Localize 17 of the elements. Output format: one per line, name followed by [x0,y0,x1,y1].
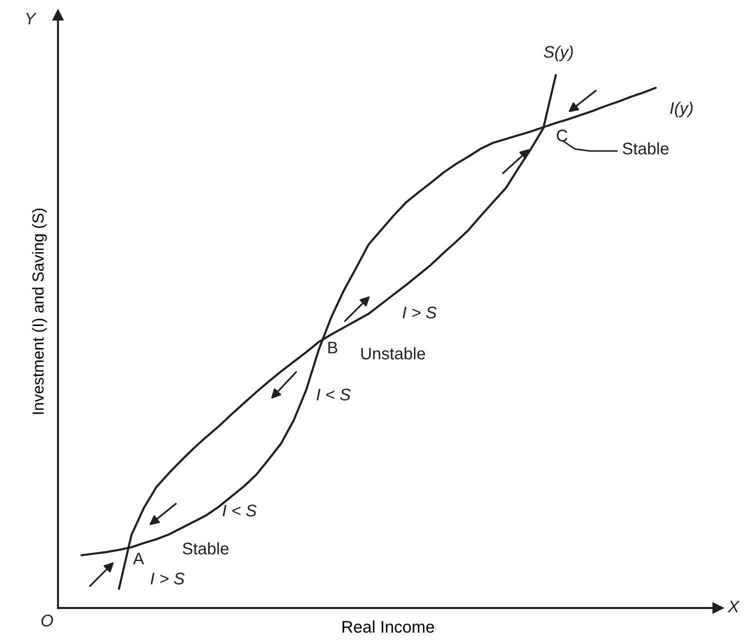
series-label: S(y) [544,46,573,62]
annotation: I < S [316,388,351,400]
annotation: Unstable [361,347,426,360]
text: X [728,600,740,612]
annotation: Stable [182,542,229,554]
annotation: Stable [622,142,669,154]
series-label: I(y) [670,102,693,118]
annotation: C [556,130,568,142]
x-axis-title: Real Income [342,620,434,633]
text: Y [26,12,37,24]
annotation: I < S [222,504,257,516]
annotation: I > S [402,306,437,318]
annotation: B [328,342,338,354]
text: O [41,614,54,626]
annotation: A [133,552,144,564]
y-axis-title: Investment (I) and Saving (S) [32,208,47,414]
annotation: I > S [150,572,185,584]
